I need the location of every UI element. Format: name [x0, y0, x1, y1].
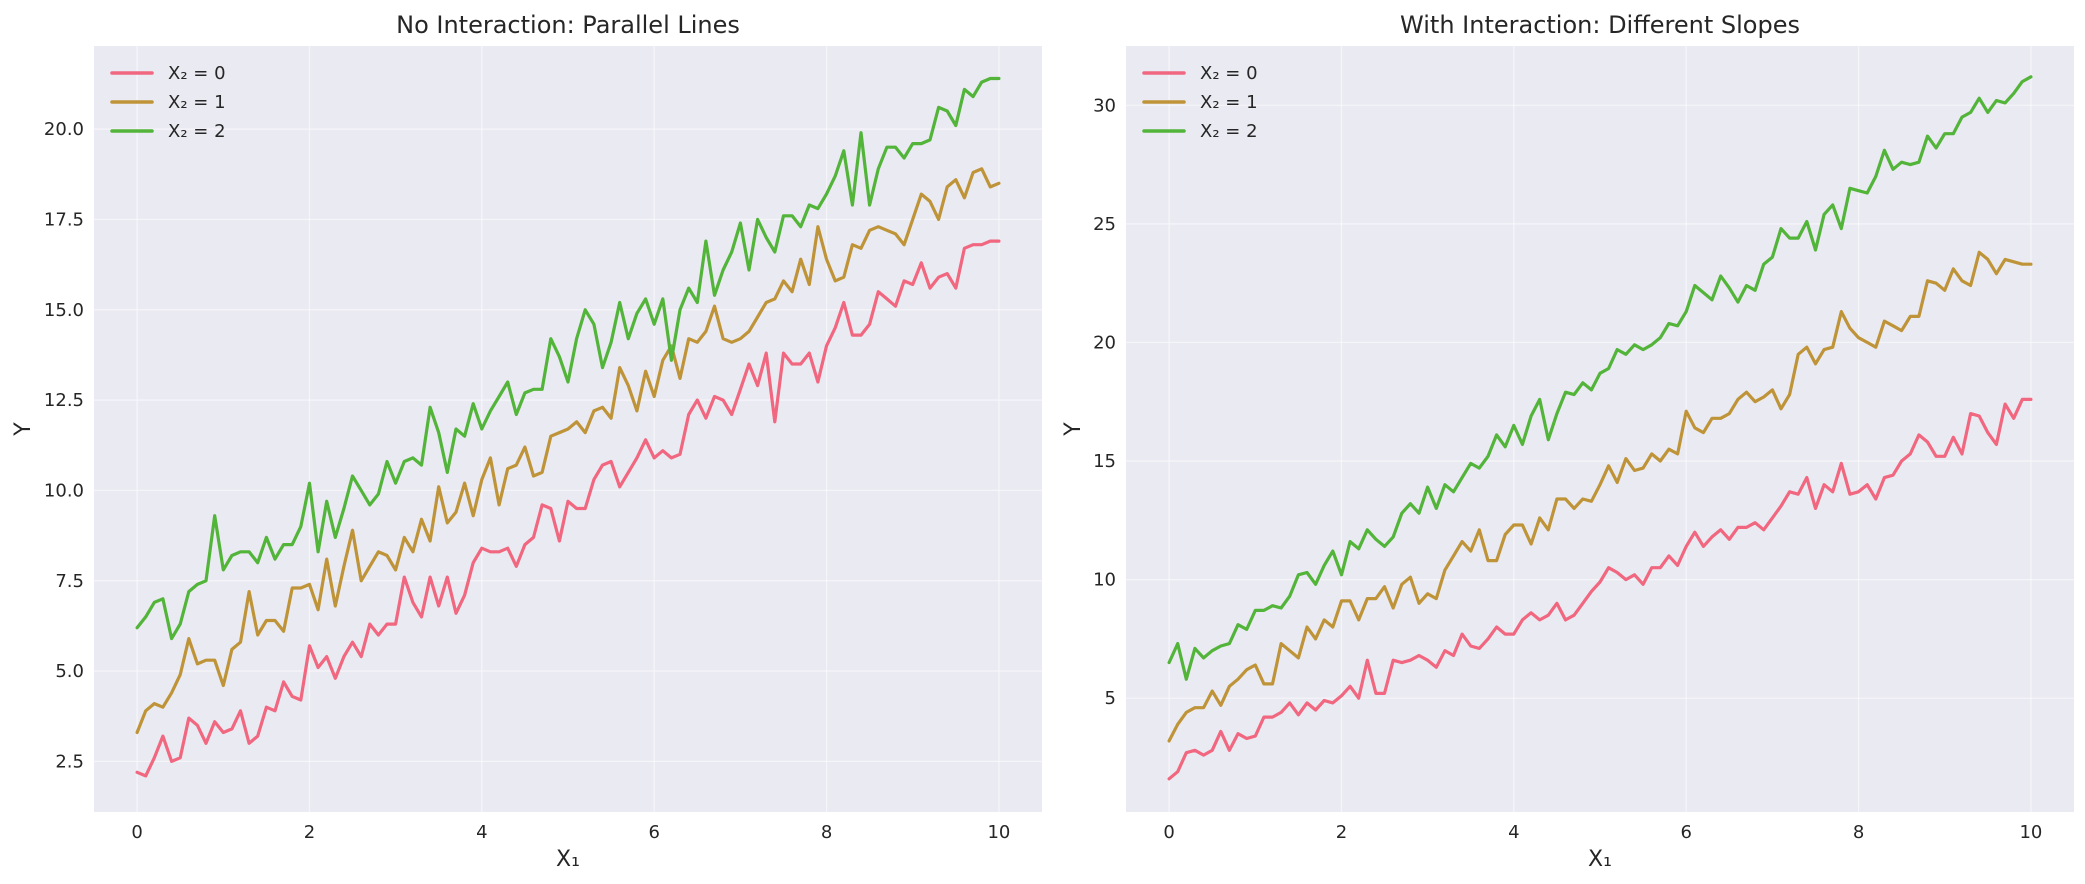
- right-legend: X₂ = 0 X₂ = 1 X₂ = 2: [1142, 63, 1258, 142]
- left-series-line-2: [135, 76, 1001, 641]
- left-x-axis-label: X₁: [556, 847, 580, 872]
- right-y-axis-label: Y: [1061, 422, 1086, 437]
- right-y-tick-label: 10: [1093, 570, 1116, 591]
- right-x-tick-label: 2: [1336, 822, 1347, 843]
- left-x-tick-label: 0: [131, 822, 142, 843]
- right-x-tick-label: 8: [1853, 822, 1864, 843]
- left-y-tick-label: 7.5: [55, 571, 84, 592]
- right-chart: 0 2 4 6 8 10 5 10 15 20 25 30 With Interaction: Di…: [1061, 11, 2074, 872]
- left-y-tick-label: 20.0: [44, 119, 84, 140]
- left-y-ticks: 2.5 5.0 7.5 10.0 12.5 15.0 17.5 20.0: [44, 119, 84, 772]
- left-x-ticks: 0 2 4 6 8 10: [131, 822, 1010, 843]
- right-y-tick-label: 30: [1093, 95, 1116, 116]
- left-y-tick-label: 2.5: [55, 751, 84, 772]
- left-chart-title: No Interaction: Parallel Lines: [396, 11, 740, 39]
- left-series-line-0: [135, 239, 1001, 778]
- left-x-tick-label: 10: [987, 822, 1010, 843]
- left-series-line-1: [135, 167, 1001, 735]
- right-x-tick-label: 0: [1163, 822, 1174, 843]
- right-y-tick-label: 5: [1105, 688, 1116, 709]
- left-x-tick-label: 6: [648, 822, 659, 843]
- right-x-axis-label: X₁: [1588, 847, 1612, 872]
- right-x-tick-label: 4: [1508, 822, 1519, 843]
- left-y-tick-label: 15.0: [44, 300, 84, 321]
- right-y-tick-label: 15: [1093, 451, 1116, 472]
- left-y-tick-label: 12.5: [44, 390, 84, 411]
- right-y-tick-label: 25: [1093, 214, 1116, 235]
- left-chart: 0 2 4 6 8 10 2.5 5.0 7.5 10.0 12.5 15.0 17.5 20.0 No…: [11, 11, 1042, 872]
- left-y-tick-label: 17.5: [44, 209, 84, 230]
- right-y-ticks: 5 10 15 20 25 30: [1093, 95, 1116, 709]
- right-legend-label-1: X₂ = 1: [1200, 92, 1258, 113]
- left-series: [135, 76, 1001, 778]
- right-plot-area: [1126, 46, 2074, 812]
- right-series: [1167, 75, 2033, 781]
- right-legend-label-2: X₂ = 2: [1200, 121, 1258, 142]
- right-x-ticks: 0 2 4 6 8 10: [1163, 822, 2042, 843]
- left-legend-label-2: X₂ = 2: [168, 121, 226, 142]
- right-series-line-1: [1167, 250, 2033, 743]
- right-grid: [1126, 46, 2074, 812]
- left-x-tick-label: 8: [821, 822, 832, 843]
- right-legend-label-0: X₂ = 0: [1200, 63, 1258, 84]
- right-series-line-0: [1167, 397, 2033, 781]
- right-chart-title: With Interaction: Different Slopes: [1400, 11, 1800, 39]
- right-y-tick-label: 20: [1093, 332, 1116, 353]
- left-y-axis-label: Y: [11, 422, 36, 437]
- left-y-tick-label: 5.0: [55, 661, 84, 682]
- right-x-tick-label: 10: [2019, 822, 2042, 843]
- left-legend: X₂ = 0 X₂ = 1 X₂ = 2: [110, 63, 226, 142]
- left-legend-label-0: X₂ = 0: [168, 63, 226, 84]
- left-y-tick-label: 10.0: [44, 480, 84, 501]
- left-legend-label-1: X₂ = 1: [168, 92, 226, 113]
- right-series-line-2: [1167, 75, 2033, 681]
- right-x-tick-label: 6: [1680, 822, 1691, 843]
- left-grid: [94, 46, 1042, 812]
- left-x-tick-label: 2: [304, 822, 315, 843]
- left-x-tick-label: 4: [476, 822, 487, 843]
